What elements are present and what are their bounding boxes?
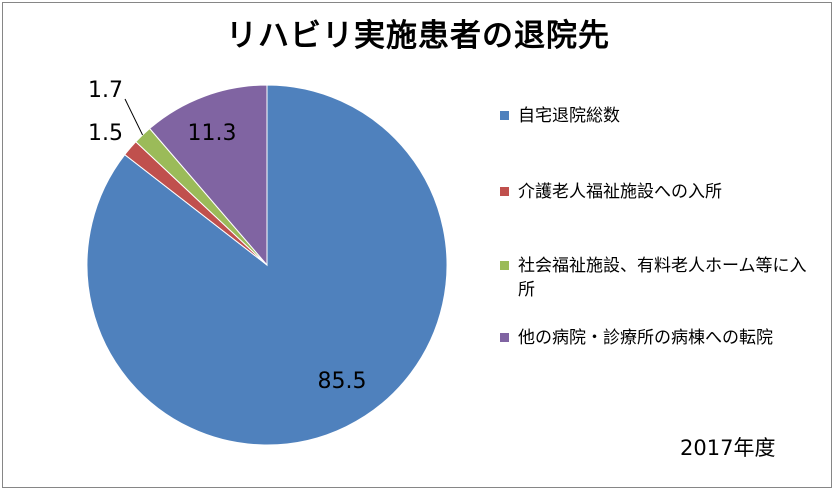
chart-title: リハビリ実施患者の退院先 bbox=[226, 18, 610, 54]
legend-label-3: 社会福祉施設、有料老人ホーム等に入所 bbox=[518, 256, 807, 300]
legend-label-4: 他の病院・診療所の病棟への転院 bbox=[518, 328, 773, 348]
legend-swatch-4 bbox=[500, 333, 509, 342]
leader-line-3 bbox=[124, 98, 143, 136]
data-label-2: 1.5 bbox=[88, 121, 123, 146]
data-label-1: 85.5 bbox=[318, 369, 367, 394]
legend-swatch-2 bbox=[500, 187, 509, 196]
data-label-4: 11.3 bbox=[188, 121, 237, 146]
legend-swatch-3 bbox=[500, 261, 509, 270]
legend-label-1: 自宅退院総数 bbox=[518, 106, 620, 126]
pie-slice-4 bbox=[148, 84, 268, 267]
legend-swatch-1 bbox=[500, 111, 509, 120]
year-annotation: 2017年度 bbox=[680, 436, 776, 460]
data-label-3: 1.7 bbox=[88, 78, 123, 103]
legend-label-2: 介護老人福祉施設への入所 bbox=[518, 182, 722, 202]
